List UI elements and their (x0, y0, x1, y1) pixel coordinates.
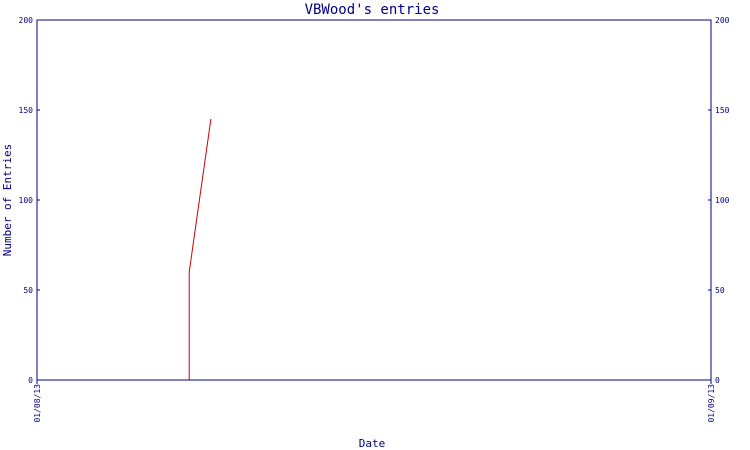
y-tick-label-left: 200 (19, 16, 34, 25)
y-tick-label-right: 100 (715, 196, 730, 205)
y-tick-label-left: 50 (23, 286, 33, 295)
y-axis-label: Number of Entries (1, 144, 14, 257)
y-tick-label-left: 150 (19, 106, 34, 115)
y-tick-label-left: 0 (28, 376, 33, 385)
y-axis-right: 0 50 100 150 200 (708, 16, 730, 385)
chart-title: VBWood's entries (305, 2, 440, 18)
x-axis-label: Date (359, 437, 386, 450)
y-tick-label-left: 100 (19, 196, 34, 205)
series-layer (188, 118, 212, 380)
series-line-0 (188, 118, 212, 380)
x-tick-label: 01/08/13 (33, 384, 42, 423)
x-axis: 01/08/13 01/09/13 (33, 380, 716, 423)
y-tick-label-right: 0 (715, 376, 720, 385)
x-tick-label: 01/09/13 (707, 384, 716, 423)
y-tick-label-right: 150 (715, 106, 730, 115)
y-tick-label-right: 200 (715, 16, 730, 25)
y-axis-left: 0 50 100 150 200 (19, 16, 40, 385)
plot-frame (36, 19, 712, 381)
y-tick-label-right: 50 (715, 286, 725, 295)
